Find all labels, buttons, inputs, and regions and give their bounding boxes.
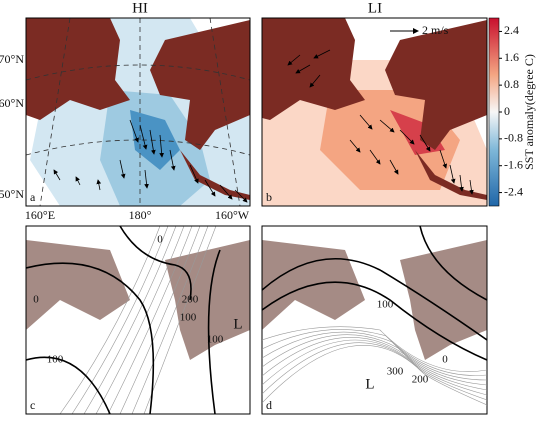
contour-label: 0	[33, 294, 39, 306]
wind-vector	[359, 114, 373, 130]
wind-vector	[439, 149, 448, 169]
contour-label: 100	[180, 312, 197, 324]
contour	[59, 226, 161, 414]
contour-label: 0	[442, 354, 448, 366]
wind-vector	[144, 169, 149, 189]
contour	[262, 331, 487, 381]
lon-label: 160°W	[215, 208, 250, 222]
wind-vector	[129, 119, 139, 143]
panel-c-map	[26, 226, 250, 414]
wind-vector	[379, 119, 395, 133]
panel-b-map	[262, 18, 487, 206]
panel-title: HI	[132, 0, 148, 16]
lon-label: 160°E	[25, 208, 55, 222]
contour	[131, 226, 209, 414]
wind-vector	[399, 129, 415, 145]
wind-vector	[119, 159, 126, 179]
wind-vector	[75, 176, 81, 186]
wind-vector	[234, 189, 248, 203]
colorbar-tick-label: 2.4	[504, 23, 519, 37]
wind-vector	[295, 64, 311, 74]
wind-vector	[459, 174, 464, 192]
wind-vector	[169, 149, 176, 171]
contour	[262, 326, 487, 372]
contour	[119, 226, 201, 414]
contour	[143, 226, 217, 414]
wind-vector	[469, 179, 474, 195]
contour	[95, 226, 185, 414]
wind-vector	[189, 164, 199, 184]
contour-label: 200	[412, 374, 429, 386]
lat-label: 60°N	[0, 96, 24, 110]
lat-label: 70°N	[0, 52, 24, 66]
colorbar-tick-label: 0	[504, 104, 510, 118]
wind-vector	[419, 134, 431, 152]
wind-vector	[204, 179, 216, 197]
colorbar-tick-label: -2.4	[504, 184, 523, 198]
contour-label: 300	[387, 366, 404, 378]
lat-label: 50°N	[0, 187, 24, 201]
panel-a-map	[26, 18, 250, 206]
colorbar-label: SST anomaly(degree C)	[522, 54, 536, 170]
contour	[107, 226, 193, 414]
contour	[262, 334, 487, 386]
wind-vector	[349, 139, 361, 153]
contour-label: 100	[377, 299, 394, 311]
contour-label: 200	[182, 294, 199, 306]
wind-vector	[149, 129, 156, 155]
contour	[262, 339, 487, 396]
contour-label: 100	[207, 334, 224, 346]
panel-letter: b	[266, 190, 272, 204]
colorbar-tick-label: 0.8	[504, 77, 519, 91]
contour-label: L	[233, 316, 242, 332]
panel-letter: a	[30, 190, 36, 204]
contour	[71, 226, 169, 414]
wind-vector	[369, 149, 381, 165]
contours-d	[262, 326, 487, 406]
wind-vector	[313, 49, 331, 59]
panel-title: LI	[368, 0, 382, 16]
contour-label: 100	[47, 354, 64, 366]
lon-label: 180°	[129, 208, 152, 222]
colorbar-tick-label: -1.6	[504, 157, 523, 171]
panel-letter: d	[266, 398, 272, 412]
wind-vector	[53, 169, 61, 181]
contour	[262, 337, 487, 391]
vector-key: 2 m/s	[422, 23, 449, 37]
wind-vector	[287, 54, 301, 66]
wind-vector	[139, 124, 148, 150]
wind-vector	[219, 184, 233, 200]
wind-vector	[389, 159, 399, 175]
wind-vector	[309, 74, 321, 88]
contour-label: L	[365, 376, 374, 392]
contour	[262, 344, 487, 406]
panel-d-map	[262, 226, 487, 414]
colorbar-tick-label: 1.6	[504, 50, 519, 64]
contour	[262, 329, 487, 376]
panel-letter: c	[30, 398, 35, 412]
colorbar	[488, 17, 500, 207]
wind-vector	[449, 164, 456, 184]
wind-vector	[96, 179, 102, 191]
contour-label: 0	[157, 234, 163, 246]
colorbar-tick-label: -0.8	[504, 131, 523, 145]
contour	[262, 342, 487, 401]
wind-vector	[159, 134, 165, 158]
